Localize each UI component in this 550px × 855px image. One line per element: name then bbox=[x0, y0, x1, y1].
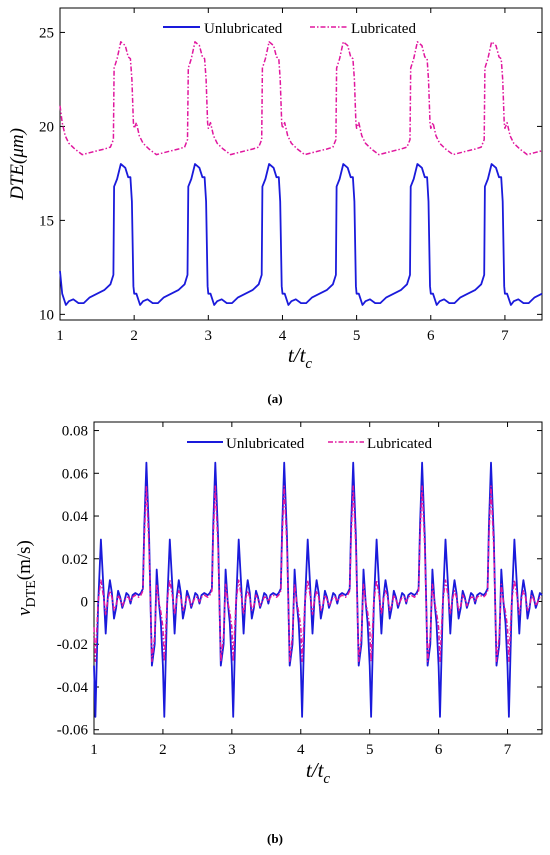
legend-b: Unlubricated Lubricated bbox=[187, 436, 432, 452]
series-lines-a bbox=[59, 41, 543, 306]
y-tick-label: 0.02 bbox=[62, 552, 88, 568]
x-tick-label: 4 bbox=[279, 328, 287, 344]
legend-label-lubricated-b: Lubricated bbox=[367, 436, 432, 452]
panel-b-chart: 1 2 3 4 5 6 7-0.06-0.04-0.0200.020.040.060.08 … bbox=[14, 421, 543, 846]
x-axis-label-main-b: t/t bbox=[306, 758, 325, 782]
x-tick-label: 1 bbox=[56, 328, 64, 344]
x-tick-label: 5 bbox=[353, 328, 361, 344]
x-tick-label: 6 bbox=[427, 328, 435, 344]
x-tick-label: 7 bbox=[501, 328, 509, 344]
x-tick-label: 3 bbox=[205, 328, 213, 344]
y-tick-label: 15 bbox=[39, 213, 54, 229]
panel-label-a: (a) bbox=[267, 391, 282, 406]
y-axis-label-main-b: v bbox=[14, 607, 35, 616]
y-tick-label: 0 bbox=[81, 595, 89, 611]
panel-label-b: (b) bbox=[267, 831, 283, 846]
series-lines-b bbox=[93, 461, 543, 718]
x-tick-label: 5 bbox=[366, 742, 374, 758]
y-axis-label-sub-b: DTE bbox=[24, 580, 39, 607]
x-tick-label: 2 bbox=[130, 328, 138, 344]
series-line-unlubricated-a bbox=[59, 163, 543, 306]
x-tick-label: 1 bbox=[90, 742, 98, 758]
x-axis-label-main-a: t/t bbox=[288, 343, 307, 367]
plot-frame-a bbox=[59, 7, 543, 321]
plot-frame-b bbox=[93, 421, 543, 735]
legend-label-unlubricated-b: Unlubricated bbox=[226, 436, 305, 452]
x-axis-label-sub-b: c bbox=[323, 771, 330, 787]
x-tick-label: 3 bbox=[228, 742, 236, 758]
x-axis-label-sub-a: c bbox=[305, 356, 312, 372]
y-tick-label: -0.06 bbox=[57, 723, 89, 739]
y-axis-label-unit-b: (m/s) bbox=[14, 540, 35, 580]
y-tick-label: 10 bbox=[39, 307, 54, 323]
x-tick-label: 2 bbox=[159, 742, 167, 758]
x-tick-label: 4 bbox=[297, 742, 305, 758]
series-line-lubricated-a bbox=[59, 41, 543, 156]
y-tick-label: 0.08 bbox=[62, 424, 88, 440]
legend-a: Unlubricated Lubricated bbox=[163, 21, 416, 37]
x-tick-label: 6 bbox=[435, 742, 443, 758]
y-axis-label-a: DTE(μm) bbox=[7, 128, 28, 201]
legend-label-unlubricated-a: Unlubricated bbox=[204, 21, 283, 37]
x-tick-label: 7 bbox=[504, 742, 512, 758]
y-axis-label-b: vDTE(m/s) bbox=[14, 540, 39, 616]
y-tick-label: 20 bbox=[39, 119, 54, 135]
y-tick-label: -0.04 bbox=[57, 680, 89, 696]
y-tick-label: 25 bbox=[39, 25, 54, 41]
y-tick-label: 0.04 bbox=[62, 509, 89, 525]
y-tick-label: -0.02 bbox=[57, 637, 88, 653]
axis-ticks-a: 1 2 3 4 5 6 7 10 15 20 25 bbox=[39, 8, 542, 344]
x-axis-label-a: t/tc bbox=[288, 343, 313, 372]
y-tick-label: 0.06 bbox=[62, 466, 89, 482]
x-axis-label-b: t/tc bbox=[306, 758, 331, 787]
series-line-lubricated-b bbox=[93, 485, 542, 663]
legend-label-lubricated-a: Lubricated bbox=[351, 21, 416, 37]
axis-ticks-b: 1 2 3 4 5 6 7 -0.06 -0.04 -0.02 0 0.02 0.04 0.06 0.08 bbox=[57, 422, 542, 758]
